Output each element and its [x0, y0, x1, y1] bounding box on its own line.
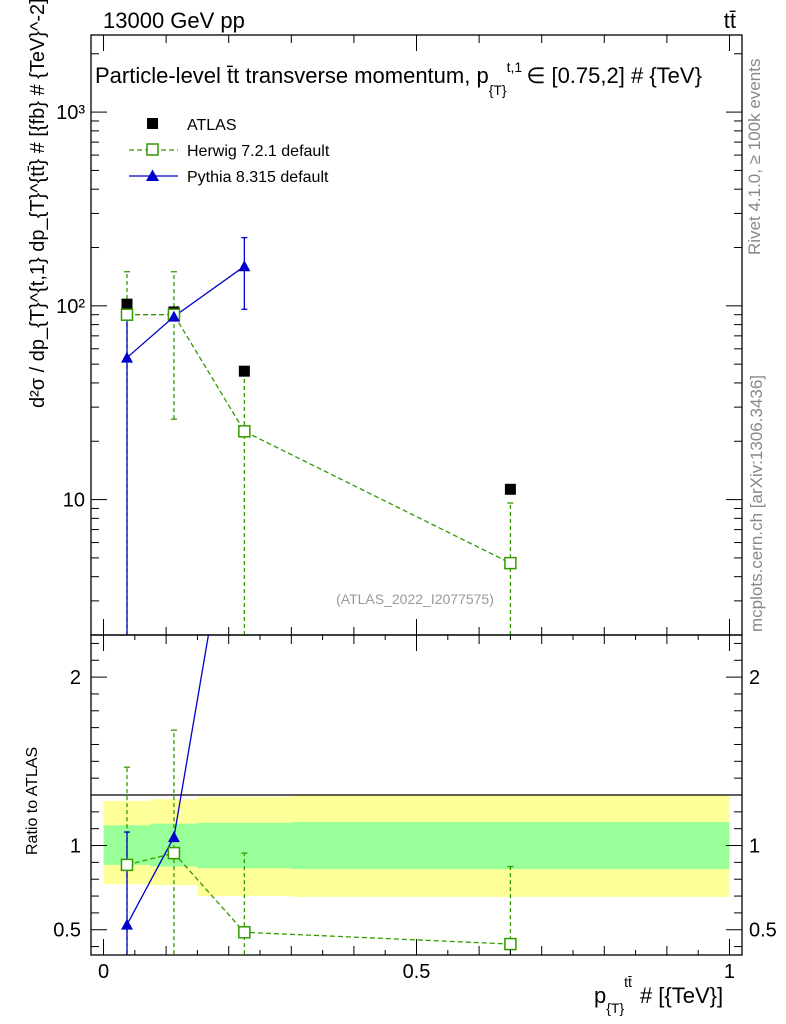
collision-label: 13000 GeV pp [103, 8, 245, 33]
legend-marker-atlas [147, 118, 158, 129]
ratio-x-tick-label: 0.5 [403, 961, 431, 983]
legend-label-herwig: Herwig 7.2.1 default [187, 143, 330, 160]
herwig-ratio-point [167, 846, 181, 860]
ratio-panel: 0.5 0.5 1 1 2 2 0 0.5 1 Ratio to ATLAS p{T} tt̄ # … [24, 634, 777, 1016]
main-title-sub: {T} [489, 82, 507, 98]
atlas-point [121, 298, 133, 310]
pythia-ratio-point [167, 831, 180, 843]
watermark: (ATLAS_2022_I2077575) [336, 591, 494, 607]
x-axis-label-tail: # [{TeV}] [640, 983, 723, 1008]
ratio-series-group [120, 635, 517, 955]
legend-marker-pythia [146, 169, 159, 181]
herwig-line [126, 314, 511, 564]
herwig-point [120, 308, 134, 321]
herwig-ratio-line [126, 852, 511, 945]
main-series [120, 236, 517, 635]
ratio-ticks: 0.5 0.5 1 1 2 2 0 0.5 1 [53, 635, 777, 983]
herwig-point [238, 425, 251, 438]
pythia-point [167, 310, 180, 322]
main-title: Particle-level t̄t transverse momentum, … [95, 59, 702, 98]
pythia-ratio-point [120, 918, 133, 930]
herwig-ratio-point [238, 926, 251, 939]
x-axis-label-text: p [594, 983, 606, 1008]
main-panel: 10 10² 10³ Particle-level t̄t transverse m… [27, 0, 743, 636]
atlas-point [238, 365, 250, 377]
pythia-point [238, 260, 251, 272]
ratio-series [120, 635, 517, 955]
rivet-label: Rivet 4.1.0, ≥ 100k events [745, 59, 764, 255]
ratio-x-tick-label: 1 [724, 961, 735, 983]
ratio-y-tick-label-left: 1 [70, 836, 81, 858]
process-label: tt̄ [724, 8, 736, 33]
main-y-tick-label: 10 [63, 490, 85, 512]
pythia-point [120, 351, 133, 363]
ratio-y-tick-label-right: 2 [749, 667, 760, 689]
x-axis-label: p{T} tt̄ # [{TeV}] [594, 974, 723, 1016]
ratio-y-tick-label-right: 0.5 [749, 920, 777, 942]
legend-label-pythia: Pythia 8.315 default [187, 169, 329, 186]
atlas-point [504, 483, 516, 495]
main-y-tick-label: 10² [56, 296, 85, 318]
legend-marker-herwig [146, 143, 159, 156]
main-y-axis-label: d²σ / dp_{T}^{t,1} dp_{T}^{tt̄} # [{fb} … [27, 0, 49, 408]
herwig-ratio-point [120, 858, 134, 872]
main-y-tick-label: 10³ [56, 102, 85, 124]
x-axis-label-sub: {T} [606, 1000, 624, 1016]
ratio-y-tick-label-left: 0.5 [53, 920, 81, 942]
mcplots-label: mcplots.cern.ch [arXiv:1306.3436] [747, 375, 766, 632]
ratio-x-tick-label: 0 [98, 961, 109, 983]
herwig-point [504, 556, 517, 570]
main-title-text: Particle-level t̄t transverse momentum, … [95, 63, 489, 88]
ratio-y-axis-label: Ratio to ATLAS [24, 747, 41, 855]
ratio-y-tick-label-left: 2 [70, 667, 81, 689]
main-title-tail: ∈ [0.75,2] # {TeV} [526, 63, 702, 88]
ratio-inner-band [291, 821, 730, 870]
herwig-ratio-point [504, 937, 517, 951]
x-axis-label-sup: tt̄ [624, 974, 632, 990]
main-ticks: 10 10² 10³ [56, 35, 742, 636]
legend: ATLAS Herwig 7.2.1 default Pythia 8.315 … [129, 117, 330, 186]
ratio-bands [103, 795, 730, 897]
main-title-sup: t,1 [507, 59, 523, 75]
ratio-y-tick-label-right: 1 [749, 836, 760, 858]
pythia-line [126, 265, 245, 359]
legend-label-atlas: ATLAS [187, 117, 237, 134]
